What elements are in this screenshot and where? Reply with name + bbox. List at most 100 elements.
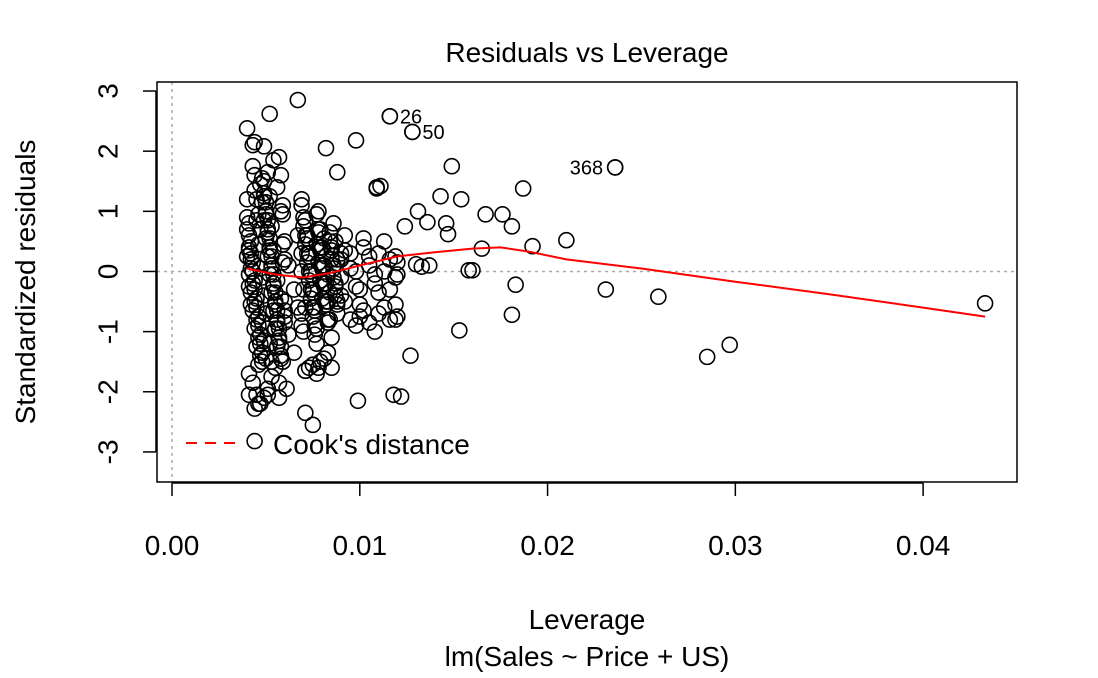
- data-point: [439, 225, 457, 243]
- data-point: [248, 311, 265, 328]
- data-point: [250, 329, 267, 346]
- data-point: [253, 194, 271, 211]
- data-point: [293, 245, 310, 262]
- data-point: [261, 105, 278, 123]
- chart-title: Residuals vs Leverage: [445, 37, 728, 68]
- data-point: [293, 190, 310, 208]
- y-tick-label: 2: [92, 143, 123, 159]
- data-point: [976, 295, 994, 312]
- data-point: [253, 344, 271, 361]
- data-point: [360, 314, 378, 331]
- data-point: [248, 212, 265, 229]
- data-point: [370, 284, 387, 301]
- data-point: [342, 245, 359, 262]
- data-point: [240, 365, 258, 383]
- data-point: [464, 261, 481, 279]
- data-point: [248, 338, 265, 355]
- data-point: [297, 299, 314, 316]
- data-point: [295, 323, 312, 340]
- x-tick-label: 0.04: [896, 530, 951, 561]
- data-point: [304, 416, 322, 434]
- data-point: [332, 251, 350, 268]
- data-point: [336, 293, 354, 310]
- data-point: [452, 190, 470, 208]
- data-point: [295, 209, 312, 226]
- data-point: [396, 218, 414, 235]
- x-tick-label: 0.01: [333, 530, 388, 561]
- data-point: [246, 400, 263, 417]
- data-point: [251, 326, 269, 343]
- y-axis: -3 -2 -1 0 1 2 3: [92, 83, 157, 464]
- smoother-line: [246, 246, 986, 318]
- x-tick-label: 0.03: [708, 530, 763, 561]
- data-point: [355, 230, 372, 247]
- labeled-data-point: [404, 123, 421, 141]
- data-point: [274, 353, 292, 370]
- data-point: [597, 281, 615, 298]
- data-point: [238, 120, 256, 137]
- data-point: [451, 322, 468, 339]
- data-point: [389, 254, 406, 271]
- data-point: [347, 263, 365, 280]
- data-point: [327, 275, 344, 292]
- data-point: [240, 386, 258, 404]
- data-point: [413, 258, 431, 275]
- data-point: [409, 203, 427, 220]
- data-point: [387, 311, 404, 328]
- x-tick-label: 0.02: [520, 530, 575, 561]
- data-point: [323, 359, 340, 377]
- data-point: [274, 254, 292, 271]
- data-point: [366, 323, 384, 340]
- y-tick-label: 1: [92, 204, 123, 220]
- data-point: [323, 239, 340, 256]
- data-point: [342, 311, 359, 328]
- labeled-data-point: [381, 107, 399, 125]
- data-point: [244, 157, 262, 175]
- data-point: [289, 91, 307, 109]
- x-tick-label: 0.00: [145, 530, 200, 561]
- data-point: [323, 329, 340, 346]
- data-point: [274, 236, 292, 253]
- x-axis-sublabel: lm(Sales ~ Price + US): [445, 641, 730, 672]
- data-point: [298, 227, 316, 244]
- point-label: 50: [422, 122, 444, 144]
- data-point: [276, 293, 293, 310]
- data-point: [319, 344, 337, 361]
- data-point: [274, 206, 292, 223]
- data-point: [392, 388, 410, 405]
- y-tick-label: 0: [92, 264, 123, 280]
- x-axis-label: Leverage: [529, 604, 646, 635]
- data-point: [250, 308, 267, 325]
- data-point: [351, 281, 369, 298]
- data-point: [285, 281, 303, 298]
- data-point: [385, 386, 402, 404]
- data-point: [244, 302, 262, 319]
- y-tick-label: -2: [92, 379, 123, 404]
- data-point: [366, 266, 384, 283]
- data-point: [272, 166, 290, 184]
- data-point: [336, 227, 354, 244]
- data-point: [494, 206, 511, 223]
- data-point: [238, 248, 256, 265]
- data-point: [250, 395, 267, 413]
- data-point: [310, 203, 327, 220]
- plot-frame: [156, 81, 1018, 483]
- data-point: [317, 139, 335, 157]
- data-point: [366, 275, 384, 292]
- data-point: [244, 275, 262, 292]
- data-point: [251, 347, 269, 364]
- data-point: [248, 290, 265, 307]
- data-point: [265, 302, 282, 319]
- data-point: [347, 132, 365, 149]
- point-label: 26: [400, 106, 422, 128]
- point-label: 368: [570, 157, 603, 179]
- data-point: [721, 336, 739, 354]
- data-point: [389, 308, 406, 325]
- data-point: [328, 293, 346, 310]
- data-point: [297, 362, 314, 380]
- y-tick-label: 3: [92, 83, 123, 99]
- data-point: [293, 263, 310, 280]
- legend: Cook's distance: [186, 429, 470, 460]
